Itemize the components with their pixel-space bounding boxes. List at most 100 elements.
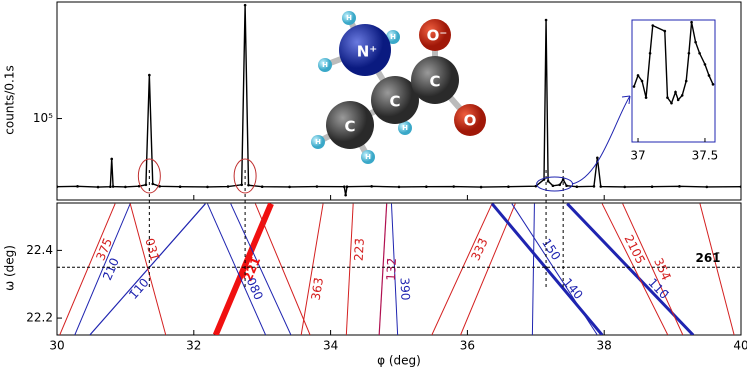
x-axis-title: φ (deg) xyxy=(377,354,421,368)
scan-point xyxy=(315,185,319,188)
reflection-label: 031̄ xyxy=(142,237,162,263)
scan-point xyxy=(644,96,648,99)
h-label: H xyxy=(390,33,396,41)
inset-x-tick-label: 37.5 xyxy=(692,149,719,163)
reflection-line xyxy=(531,203,535,335)
y-axis-title: counts/0.1s xyxy=(3,65,17,135)
scan-point xyxy=(694,40,697,44)
scan-point xyxy=(623,185,627,189)
reflection-line xyxy=(699,203,735,335)
x-tick-label: 36 xyxy=(460,339,475,353)
reflection-label: 1̄10 xyxy=(126,275,152,301)
reflection-label: 140 xyxy=(560,275,585,302)
scan-point xyxy=(651,24,655,27)
scan-point xyxy=(561,178,565,181)
scan-point xyxy=(676,98,680,102)
scan-point xyxy=(739,185,741,189)
x-tick-label: 32 xyxy=(186,339,201,353)
bottom-frame xyxy=(56,202,742,336)
reflection-line xyxy=(207,203,267,335)
scan-point xyxy=(680,94,684,97)
molecule: N⁺ C C C O⁻ O H H H H H H xyxy=(311,11,486,164)
scan-point xyxy=(698,51,701,55)
scan-point xyxy=(288,185,291,189)
scan-point xyxy=(151,182,155,186)
scan-point xyxy=(124,185,127,189)
scan-point xyxy=(344,193,347,197)
scan-point xyxy=(670,101,673,105)
reflection-line xyxy=(378,203,388,335)
reference-label: 261̄ xyxy=(695,251,720,265)
scan-point xyxy=(558,183,562,187)
reflection-line xyxy=(601,203,669,335)
x-tick-label: 34 xyxy=(323,339,338,353)
scan-point xyxy=(240,183,243,187)
inset-layer xyxy=(632,20,715,105)
scan-point xyxy=(544,18,548,22)
scan-point xyxy=(76,185,79,188)
reflection-line xyxy=(460,203,516,335)
atom-label: N⁺ xyxy=(357,43,377,61)
scan-point xyxy=(546,179,550,183)
scan-point xyxy=(705,185,709,189)
scan-point xyxy=(663,29,667,33)
omega-layer xyxy=(59,203,735,335)
reflection-line xyxy=(230,203,292,335)
scan-point xyxy=(144,183,148,187)
scan-point xyxy=(452,185,456,188)
scan-point xyxy=(226,185,230,188)
inset-arrow xyxy=(571,95,631,185)
reflection-label: 333̄ xyxy=(468,236,490,263)
atom-label: C xyxy=(429,73,440,91)
scan-point xyxy=(260,185,264,189)
scan-point xyxy=(109,185,112,189)
y-tick-label: 22.2 xyxy=(26,311,53,325)
scan-point xyxy=(703,63,707,66)
h-label: H xyxy=(402,124,408,132)
scan-point xyxy=(640,79,644,83)
scan-layer xyxy=(57,3,741,197)
x-tick-label: 40 xyxy=(733,339,747,353)
reflection-line xyxy=(254,203,311,335)
scan-point xyxy=(178,185,182,189)
scan-point xyxy=(599,185,603,188)
arrow-head xyxy=(621,95,631,105)
x-tick-label: 30 xyxy=(49,339,64,353)
scan-line xyxy=(633,22,714,105)
peak-circle xyxy=(536,176,574,192)
reflection-line xyxy=(390,203,399,335)
reflection-line xyxy=(212,203,274,335)
scan-point xyxy=(479,185,483,189)
scan-point xyxy=(148,73,151,77)
scan-point xyxy=(345,185,349,189)
reflection-line xyxy=(490,203,604,335)
reflection-line xyxy=(345,203,354,335)
reflection-label: 150 xyxy=(539,236,563,263)
scan-point xyxy=(110,157,114,161)
x-tick-label: 38 xyxy=(597,339,612,353)
reflection-line xyxy=(74,203,131,335)
scan-point xyxy=(636,74,640,77)
reflection-line xyxy=(511,203,598,335)
scan-point xyxy=(684,79,688,83)
scan-point xyxy=(57,185,59,189)
h-label: H xyxy=(315,138,321,146)
scan-point xyxy=(632,85,636,88)
scan-point xyxy=(342,185,346,189)
scan-point xyxy=(206,185,209,189)
scan-point xyxy=(678,185,681,188)
reflection-label: 223̄ xyxy=(352,238,367,262)
peak-circle xyxy=(137,158,161,194)
scan-point xyxy=(507,185,510,189)
reflection-label: 132̄ xyxy=(384,257,399,281)
scan-point xyxy=(711,83,715,86)
scan-point xyxy=(370,185,373,188)
scan-point xyxy=(243,3,247,7)
reflection-label: 080 xyxy=(244,276,266,303)
reflection-line xyxy=(129,203,167,335)
scan-point xyxy=(575,185,579,189)
reflection-line xyxy=(59,203,116,335)
scan-point xyxy=(690,20,693,24)
scan-point xyxy=(592,185,596,188)
reflection-line xyxy=(566,203,695,335)
